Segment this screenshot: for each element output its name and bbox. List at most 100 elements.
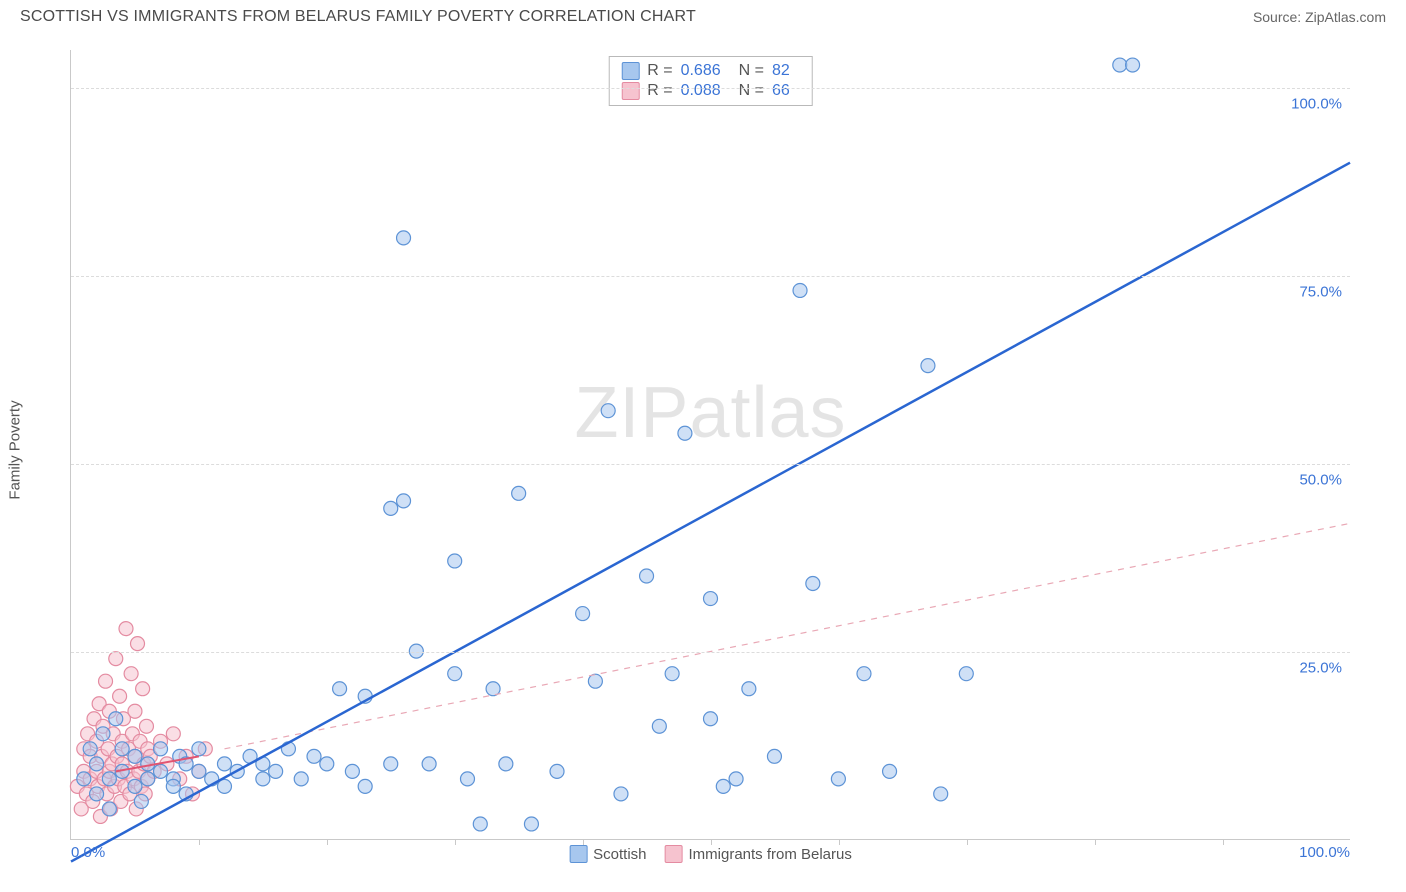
- data-point: [806, 577, 820, 591]
- data-point: [358, 779, 372, 793]
- data-point: [640, 569, 654, 583]
- data-point: [77, 772, 91, 786]
- stat-n-label: N =: [739, 62, 764, 80]
- data-point: [576, 607, 590, 621]
- y-tick-label: 75.0%: [1299, 283, 1342, 300]
- data-point: [448, 554, 462, 568]
- data-point: [959, 667, 973, 681]
- plot-svg: [71, 50, 1350, 839]
- data-point: [217, 757, 231, 771]
- stat-r-value: 0.088: [681, 82, 721, 100]
- legend-item: Scottish: [569, 845, 646, 863]
- data-point: [883, 764, 897, 778]
- data-point: [473, 817, 487, 831]
- data-point: [139, 719, 153, 733]
- x-tick: [1223, 839, 1224, 845]
- x-tick: [967, 839, 968, 845]
- data-point: [83, 742, 97, 756]
- x-tick: [1095, 839, 1096, 845]
- data-point: [307, 749, 321, 763]
- x-max-label: 100.0%: [1299, 844, 1350, 861]
- data-point: [857, 667, 871, 681]
- data-point: [333, 682, 347, 696]
- gridline: [71, 652, 1350, 653]
- legend-stats-row: R = 0.088 N = 66: [621, 81, 800, 101]
- data-point: [269, 764, 283, 778]
- data-point: [128, 704, 142, 718]
- data-point: [134, 794, 148, 808]
- data-point: [128, 749, 142, 763]
- data-point: [136, 682, 150, 696]
- data-point: [154, 742, 168, 756]
- gridline: [71, 88, 1350, 89]
- legend-stats-row: R =0.686N =82: [621, 61, 800, 81]
- trend-line: [224, 523, 1350, 748]
- data-point: [102, 772, 116, 786]
- data-point: [652, 719, 666, 733]
- data-point: [384, 757, 398, 771]
- data-point: [767, 749, 781, 763]
- trend-line: [71, 163, 1350, 862]
- legend-series: Scottish Immigrants from Belarus: [569, 845, 852, 863]
- x-tick: [199, 839, 200, 845]
- y-tick-label: 50.0%: [1299, 471, 1342, 488]
- legend-label: Immigrants from Belarus: [688, 846, 851, 863]
- x-tick: [455, 839, 456, 845]
- data-point: [192, 764, 206, 778]
- data-point: [550, 764, 564, 778]
- legend-swatch: [569, 845, 587, 863]
- legend-swatch: [621, 62, 639, 80]
- legend-swatch: [664, 845, 682, 863]
- data-point: [831, 772, 845, 786]
- data-point: [793, 283, 807, 297]
- y-tick-label: 25.0%: [1299, 659, 1342, 676]
- data-point: [90, 787, 104, 801]
- data-point: [448, 667, 462, 681]
- data-point: [512, 486, 526, 500]
- data-point: [1113, 58, 1127, 72]
- data-point: [934, 787, 948, 801]
- data-point: [192, 742, 206, 756]
- data-point: [131, 637, 145, 651]
- data-point: [601, 404, 615, 418]
- data-point: [397, 494, 411, 508]
- data-point: [119, 622, 133, 636]
- stat-n-value: 82: [772, 62, 790, 80]
- source-prefix: Source:: [1253, 9, 1305, 25]
- data-point: [109, 652, 123, 666]
- stat-n-label: N =: [739, 82, 764, 100]
- data-point: [109, 712, 123, 726]
- stat-r-label: R =: [647, 82, 672, 100]
- data-point: [99, 674, 113, 688]
- chart-title: SCOTTISH VS IMMIGRANTS FROM BELARUS FAMI…: [20, 8, 696, 26]
- data-point: [166, 727, 180, 741]
- data-point: [422, 757, 436, 771]
- data-point: [704, 712, 718, 726]
- data-point: [115, 742, 129, 756]
- data-point: [704, 592, 718, 606]
- correlation-scatter-chart: Family Poverty ZIPatlas R =0.686N =82R =…: [50, 50, 1350, 850]
- data-point: [141, 772, 155, 786]
- y-axis-label: Family Poverty: [7, 400, 24, 499]
- data-point: [742, 682, 756, 696]
- data-point: [128, 779, 142, 793]
- data-point: [921, 359, 935, 373]
- chart-header: SCOTTISH VS IMMIGRANTS FROM BELARUS FAMI…: [0, 0, 1406, 30]
- gridline: [71, 464, 1350, 465]
- data-point: [320, 757, 334, 771]
- legend-stats-box: R =0.686N =82R =0.088N =66: [608, 56, 813, 106]
- legend-swatch: [621, 82, 639, 100]
- x-tick: [327, 839, 328, 845]
- data-point: [102, 802, 116, 816]
- source-attribution: Source: ZipAtlas.com: [1253, 9, 1386, 25]
- stat-n-value: 66: [772, 82, 790, 100]
- data-point: [256, 772, 270, 786]
- data-point: [588, 674, 602, 688]
- data-point: [345, 764, 359, 778]
- data-point: [96, 727, 110, 741]
- legend-label: Scottish: [593, 846, 646, 863]
- data-point: [154, 764, 168, 778]
- data-point: [90, 757, 104, 771]
- data-point: [716, 779, 730, 793]
- gridline: [71, 276, 1350, 277]
